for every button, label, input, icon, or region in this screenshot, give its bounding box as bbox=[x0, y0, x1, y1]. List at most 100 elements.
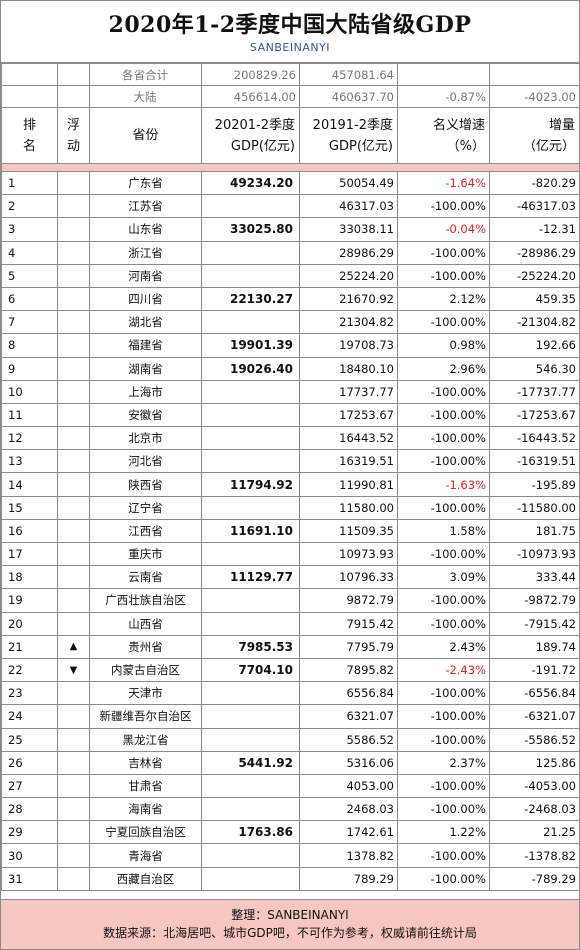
increase-cell: -28986.29 bbox=[489, 240, 580, 265]
rate-cell: -0.04% bbox=[397, 217, 490, 242]
rate-cell: -100.00% bbox=[397, 541, 490, 567]
gdp2020-cell: 1763.86 bbox=[201, 820, 300, 845]
float-cell bbox=[57, 843, 90, 868]
gdp2019-cell: 10973.93 bbox=[299, 541, 398, 567]
header-gdp2019-line1: 20191-2季度 bbox=[312, 117, 393, 133]
rank-cell: 20 bbox=[1, 611, 58, 636]
province-cell: 重庆市 bbox=[89, 541, 202, 567]
table-row: 22 ▼ 内蒙古自治区 7704.10 7895.82 -2.43% -191.72 bbox=[1, 657, 580, 683]
rate-cell: -100.00% bbox=[397, 379, 490, 404]
increase-cell: -25224.20 bbox=[489, 263, 580, 288]
province-cell: 北京市 bbox=[89, 426, 202, 451]
header-gdp2020-line2: GDP(亿元) bbox=[230, 138, 295, 154]
summary-gdp2020: 200829.26 bbox=[201, 63, 300, 86]
province-cell: 辽宁省 bbox=[89, 495, 202, 520]
rate-cell: 2.43% bbox=[397, 634, 490, 659]
float-cell bbox=[57, 495, 90, 520]
gdp2020-cell bbox=[201, 310, 300, 335]
gdp2020-cell bbox=[201, 797, 300, 822]
gdp2019-cell: 21670.92 bbox=[299, 286, 398, 312]
header-increase-line2: （亿元） bbox=[522, 138, 575, 154]
table-row: 3 山东省 33025.80 33038.11 -0.04% -12.31 bbox=[1, 217, 580, 242]
province-cell: 新疆维吾尔自治区 bbox=[89, 704, 202, 729]
float-cell bbox=[57, 541, 90, 567]
float-cell bbox=[57, 820, 90, 845]
gdp2020-cell bbox=[201, 194, 300, 219]
page-subtitle: SANBEINANYI bbox=[249, 41, 331, 54]
header-rate-line2: （%） bbox=[446, 138, 485, 154]
table-row: 2 江苏省 46317.03 -100.00% -46317.03 bbox=[1, 194, 580, 219]
gdp2020-cell bbox=[201, 727, 300, 752]
gdp2020-cell: 11129.77 bbox=[201, 565, 300, 590]
table-row: 27 甘肃省 4053.00 -100.00% -4053.00 bbox=[1, 773, 580, 799]
province-cell: 青海省 bbox=[89, 843, 202, 868]
footer: 整理：SANBEINANYI 数据来源：北海居吧、城市GDP吧，不可作为参考，权… bbox=[1, 899, 579, 949]
increase-cell: -6321.07 bbox=[489, 704, 580, 729]
rate-cell: 3.09% bbox=[397, 565, 490, 590]
table-row: 16 江西省 11691.10 11509.35 1.58% 181.75 bbox=[1, 518, 580, 544]
header-band bbox=[1, 163, 580, 172]
gdp2020-cell bbox=[201, 704, 300, 729]
table-row: 15 辽宁省 11580.00 -100.00% -11580.00 bbox=[1, 495, 580, 520]
province-cell: 内蒙古自治区 bbox=[89, 657, 202, 683]
float-cell bbox=[57, 379, 90, 404]
rate-cell: 2.37% bbox=[397, 750, 490, 775]
increase-cell: -4053.00 bbox=[489, 773, 580, 799]
rank-cell: 21 bbox=[1, 634, 58, 659]
header-gdp2020-line1: 20201-2季度 bbox=[214, 117, 295, 133]
rank-cell: 8 bbox=[1, 333, 58, 358]
rate-cell: 0.98% bbox=[397, 333, 490, 358]
gdp2019-cell: 11990.81 bbox=[299, 472, 398, 497]
increase-cell: -191.72 bbox=[489, 657, 580, 683]
gdp2020-cell bbox=[201, 263, 300, 288]
header-rate: 名义增速 （%） bbox=[397, 107, 490, 164]
increase-cell: -12.31 bbox=[489, 217, 580, 242]
province-cell: 吉林省 bbox=[89, 750, 202, 775]
gdp2019-cell: 28986.29 bbox=[299, 240, 398, 265]
increase-cell: -17737.77 bbox=[489, 379, 580, 404]
rank-cell: 10 bbox=[1, 379, 58, 404]
gdp2020-cell: 19026.40 bbox=[201, 356, 300, 381]
table-row: 1 广东省 49234.20 50054.49 -1.64% -820.29 bbox=[1, 170, 580, 196]
increase-cell: 125.86 bbox=[489, 750, 580, 775]
table-row: 6 四川省 22130.27 21670.92 2.12% 459.35 bbox=[1, 286, 580, 312]
gdp2019-cell: 9872.79 bbox=[299, 588, 398, 613]
rate-cell: 2.96% bbox=[397, 356, 490, 381]
gdp2019-cell: 16319.51 bbox=[299, 449, 398, 474]
rank-cell: 26 bbox=[1, 750, 58, 775]
province-cell: 江西省 bbox=[89, 518, 202, 544]
gdp2020-cell bbox=[201, 866, 300, 891]
rate-cell: -100.00% bbox=[397, 588, 490, 613]
header-gdp2020: 20201-2季度 GDP(亿元) bbox=[201, 107, 300, 164]
float-cell bbox=[57, 727, 90, 752]
province-cell: 湖南省 bbox=[89, 356, 202, 381]
gdp2019-cell: 5586.52 bbox=[299, 727, 398, 752]
header-gdp2019-line2: GDP(亿元) bbox=[328, 138, 393, 154]
header-rate-line1: 名义增速 bbox=[432, 117, 485, 133]
increase-cell: -21304.82 bbox=[489, 310, 580, 335]
rate-cell: -100.00% bbox=[397, 727, 490, 752]
header-float-text: 浮动 bbox=[66, 117, 80, 154]
summary-label: 各省合计 bbox=[89, 63, 202, 86]
gdp2019-cell: 7895.82 bbox=[299, 657, 398, 683]
table-row: 8 福建省 19901.39 19708.73 0.98% 192.66 bbox=[1, 333, 580, 358]
gdp2019-cell: 1378.82 bbox=[299, 843, 398, 868]
summary-cell-blank bbox=[57, 85, 90, 108]
table-row: 7 湖北省 21304.82 -100.00% -21304.82 bbox=[1, 310, 580, 335]
gdp2020-cell bbox=[201, 588, 300, 613]
float-cell bbox=[57, 518, 90, 544]
rank-cell: 11 bbox=[1, 402, 58, 428]
summary-row-mainland: 大陆 456614.00 460637.70 -0.87% -4023.00 bbox=[1, 85, 580, 108]
gdp2019-cell: 7915.42 bbox=[299, 611, 398, 636]
province-cell: 河北省 bbox=[89, 449, 202, 474]
rate-cell: -1.64% bbox=[397, 170, 490, 196]
gdp2019-cell: 789.29 bbox=[299, 866, 398, 891]
float-cell: ▼ bbox=[57, 657, 90, 683]
rate-cell: -100.00% bbox=[397, 773, 490, 799]
gdp2020-cell bbox=[201, 240, 300, 265]
rank-cell: 25 bbox=[1, 727, 58, 752]
float-cell bbox=[57, 611, 90, 636]
table-row: 14 陕西省 11794.92 11990.81 -1.63% -195.89 bbox=[1, 472, 580, 497]
rate-cell: -100.00% bbox=[397, 194, 490, 219]
